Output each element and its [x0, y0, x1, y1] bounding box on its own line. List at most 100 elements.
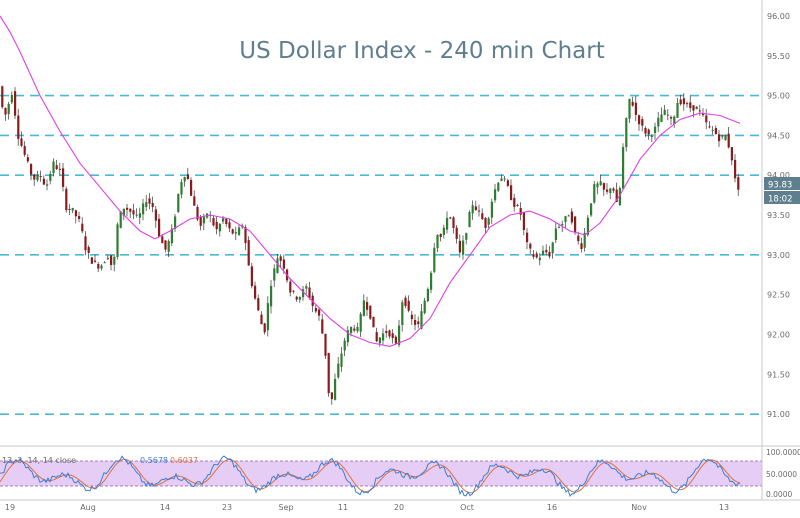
- candle-body: [337, 363, 340, 378]
- candle-body: [705, 115, 708, 123]
- oscillator-value-1: 0.5678: [140, 456, 168, 465]
- candle-body: [695, 106, 698, 110]
- candle-body: [388, 330, 391, 337]
- y-axis-ticks: 96.00 95.50 95.00 94.50 94.00 93.50 93.00 92.50…: [767, 12, 790, 419]
- candle-body: [737, 177, 740, 190]
- candle-body: [446, 217, 449, 230]
- y-tick-label: 93.00: [767, 251, 790, 260]
- candle-body: [126, 207, 129, 210]
- candle-body: [542, 250, 545, 255]
- x-axis-ticks: 19 Aug 14 23 Sep 11 20 Oct 16 Nov 13: [5, 503, 729, 512]
- candle-body: [68, 209, 71, 211]
- candle-body: [513, 197, 516, 207]
- candle-body: [289, 281, 292, 293]
- candle-body: [394, 336, 397, 344]
- candle-body: [545, 249, 548, 253]
- candle-body: [90, 257, 93, 264]
- candle-body: [673, 116, 676, 125]
- candle-body: [586, 217, 589, 235]
- candle-body: [650, 135, 653, 137]
- candle-body: [442, 227, 445, 235]
- y-tick-label: 91.50: [767, 370, 790, 379]
- candle-body: [49, 173, 52, 181]
- candle-body: [452, 217, 455, 228]
- candle-body: [263, 323, 266, 333]
- candle-body: [87, 247, 90, 253]
- candle-body: [487, 218, 490, 225]
- candle-body: [20, 138, 23, 146]
- candle-body: [420, 311, 423, 329]
- candle-body: [561, 224, 564, 226]
- candle-body: [270, 285, 273, 307]
- candle-body: [52, 161, 55, 174]
- candle-body: [599, 181, 602, 186]
- candle-body: [116, 224, 119, 257]
- candle-body: [602, 183, 605, 190]
- candle-body: [532, 254, 535, 257]
- candle-body: [97, 263, 100, 269]
- candle-body: [378, 337, 381, 344]
- candle-body: [417, 321, 420, 325]
- candle-body: [161, 236, 164, 244]
- candle-body: [724, 135, 727, 141]
- candle-body: [494, 189, 497, 201]
- candle-body: [404, 297, 407, 307]
- candle-body: [503, 178, 506, 180]
- candle-body: [567, 215, 570, 217]
- candle-body: [692, 105, 695, 111]
- candle-body: [55, 165, 58, 170]
- candle-body: [113, 256, 116, 265]
- candle-body: [10, 94, 13, 103]
- x-tick-label: 13: [719, 503, 729, 512]
- candle-body: [593, 184, 596, 203]
- candle-body: [666, 114, 669, 116]
- candle-body: [42, 178, 45, 185]
- y-tick-label: 95.50: [767, 52, 790, 61]
- candle-body: [266, 303, 269, 331]
- candle-body: [676, 102, 679, 118]
- candle-body: [17, 115, 20, 139]
- candle-body: [7, 104, 10, 115]
- candle-body: [238, 227, 241, 236]
- candle-body: [94, 260, 97, 262]
- candle-body: [145, 202, 148, 207]
- candle-body: [583, 232, 586, 248]
- candle-body: [500, 178, 503, 181]
- candle-body: [327, 352, 330, 394]
- candle-body: [324, 333, 327, 356]
- candle-body: [295, 296, 298, 300]
- candle-body: [330, 392, 333, 400]
- y-tick-label: 92.50: [767, 291, 790, 300]
- oscillator-main-line: [0, 455, 741, 497]
- candle-body: [14, 91, 17, 116]
- candle-body: [106, 257, 109, 260]
- candle-body: [33, 174, 36, 180]
- candle-body: [1, 86, 4, 108]
- candle-body: [71, 207, 74, 211]
- y-tick-label: 96.00: [767, 12, 790, 21]
- candle-body: [484, 217, 487, 228]
- candle-body: [538, 257, 541, 261]
- candle-body: [570, 211, 573, 223]
- candle-body: [638, 115, 641, 125]
- oscillator-band: [0, 461, 762, 486]
- candle-body: [254, 285, 257, 299]
- candle-body: [65, 188, 68, 211]
- candle-body: [4, 107, 7, 115]
- osc-scale-0: 0.0000: [766, 490, 792, 499]
- candle-body: [510, 185, 513, 201]
- candlesticks: [1, 85, 740, 405]
- candle-body: [119, 211, 122, 228]
- x-tick-label: Oct: [460, 503, 474, 512]
- candle-body: [196, 206, 199, 220]
- chart-title: US Dollar Index - 240 min Chart: [239, 38, 605, 64]
- candle-body: [590, 203, 593, 216]
- candle-body: [478, 210, 481, 212]
- moving-average-line: [0, 15, 741, 347]
- candle-body: [78, 216, 81, 219]
- candle-body: [622, 147, 625, 189]
- candle-body: [174, 216, 177, 229]
- candle-body: [346, 330, 349, 343]
- candle-body: [506, 180, 509, 186]
- candle-body: [260, 314, 263, 325]
